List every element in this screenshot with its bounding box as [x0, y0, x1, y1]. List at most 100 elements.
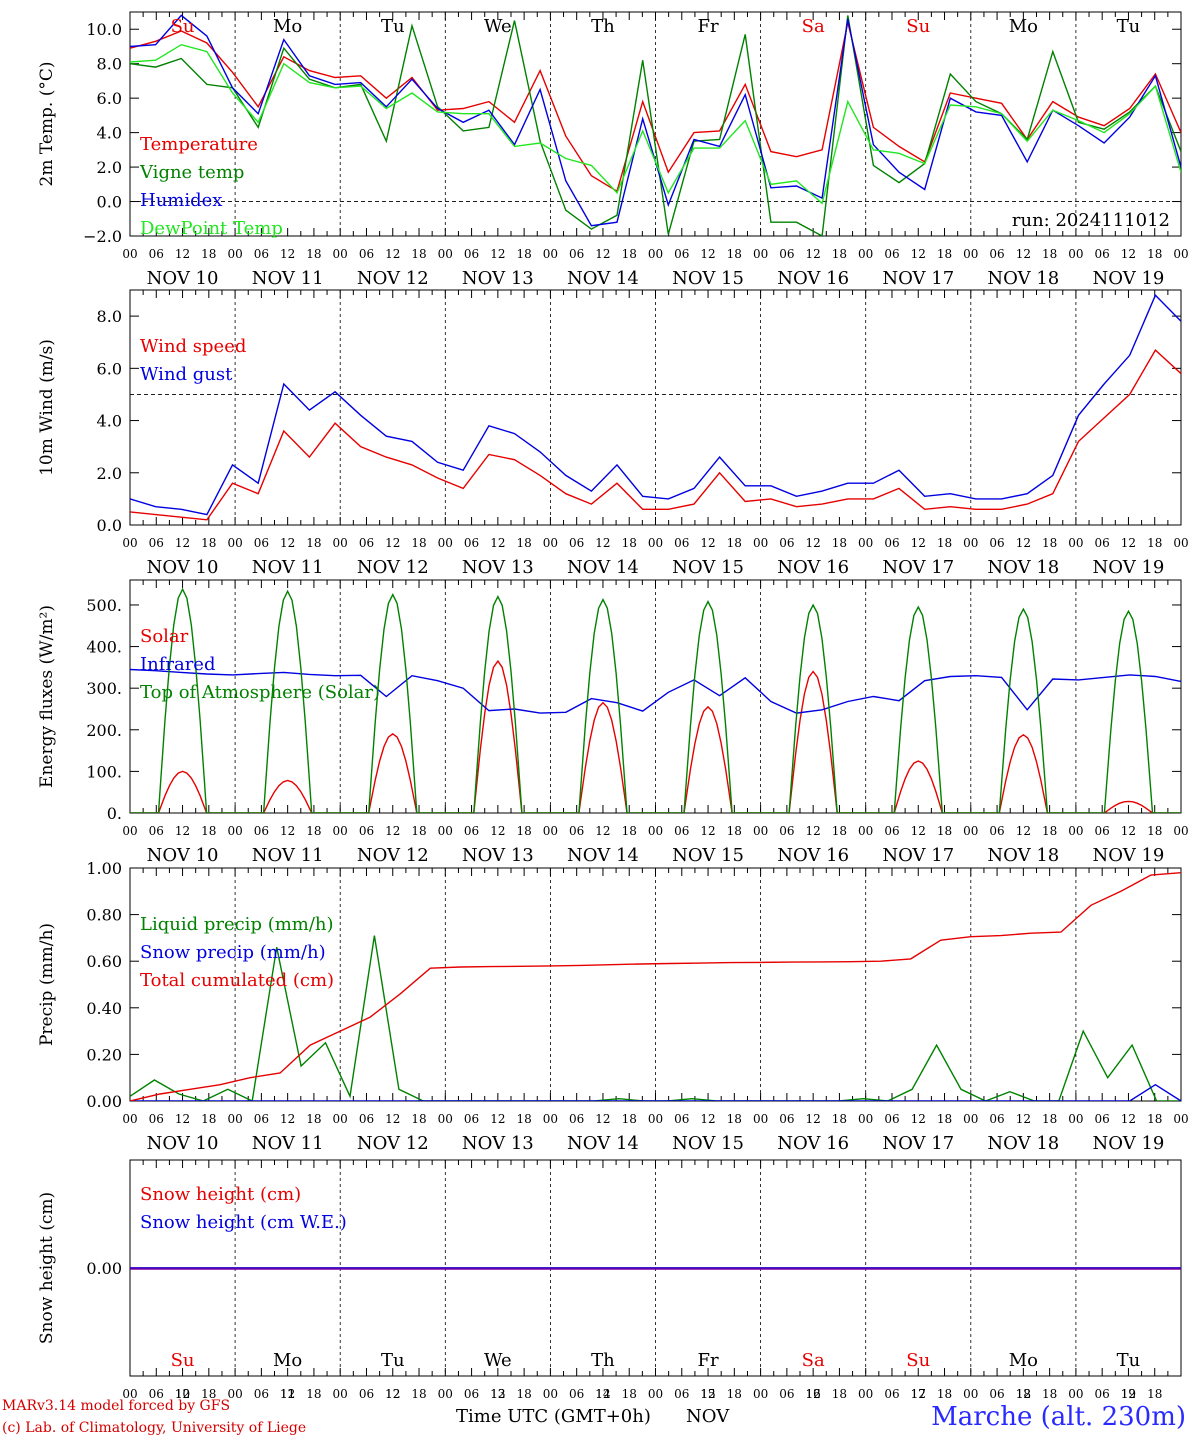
day-number: 13 — [490, 1387, 505, 1401]
x-tick-label: 18 — [411, 1387, 426, 1401]
x-tick-label: 00 — [227, 1112, 242, 1126]
x-tick-label: 06 — [464, 536, 479, 550]
x-tick-label: 06 — [359, 247, 374, 261]
y-tick-label: 400. — [86, 638, 122, 657]
x-tick-label: 06 — [1095, 824, 1110, 838]
x-tick-label: 12 — [1016, 824, 1031, 838]
y-axis-title: 10m Wind (m/s) — [37, 339, 57, 476]
x-tick-label: 18 — [516, 247, 531, 261]
x-tick-label: 06 — [674, 1112, 689, 1126]
date-label: NOV 10 — [147, 1133, 219, 1154]
day-number: 12 — [385, 1387, 400, 1401]
x-tick-label: 00 — [333, 1387, 348, 1401]
date-label: NOV 16 — [777, 1133, 849, 1154]
x-tick-label: 06 — [464, 247, 479, 261]
x-tick-label: 06 — [674, 536, 689, 550]
x-tick-label: 12 — [1016, 1387, 1031, 1401]
x-tick-label: 00 — [753, 536, 768, 550]
panel-4: 0.00 0.20 0.40 0.60 0.80 1.00 Precip (mm/h) Liq… — [37, 859, 1189, 1154]
x-tick-label: 12 — [595, 1387, 610, 1401]
x-tick-label: 12 — [385, 1387, 400, 1401]
day-number: 17 — [911, 1387, 926, 1401]
x-tick-label: 12 — [280, 536, 295, 550]
date-label: NOV 15 — [672, 845, 744, 866]
legend-entry: Humidex — [140, 190, 222, 211]
x-tick-label: 00 — [438, 824, 453, 838]
x-tick-label: 18 — [832, 247, 847, 261]
x-tick-label: 00 — [648, 824, 663, 838]
y-tick-label: 1.00 — [86, 859, 122, 878]
x-tick-label: 00 — [648, 1387, 663, 1401]
date-label: NOV 13 — [462, 845, 534, 866]
x-tick-label: 00 — [1173, 1112, 1188, 1126]
series-group — [130, 293, 1181, 521]
station-label: Marche (alt. 230m) — [931, 1402, 1186, 1432]
x-tick-label: 18 — [306, 536, 321, 550]
x-tick-label: 06 — [884, 1112, 899, 1126]
x-tick-label: 18 — [832, 536, 847, 550]
x-tick-label: 18 — [727, 1387, 742, 1401]
credit-line-1: MARv3.14 model forced by GFS — [2, 1398, 231, 1414]
day-number: 15 — [700, 1387, 715, 1401]
y-axis-title: Energy fluxes (W/m²) — [37, 605, 57, 788]
weekday-label: Su — [906, 1350, 930, 1371]
day-number: 16 — [806, 1387, 821, 1401]
x-tick-label: 06 — [779, 1387, 794, 1401]
y-tick-label: 0.20 — [86, 1045, 122, 1064]
x-tick-label: 12 — [280, 824, 295, 838]
series-line-1 — [130, 348, 1181, 521]
weekday-label: Mo — [1009, 1350, 1038, 1371]
x-tick-label: 12 — [595, 1112, 610, 1126]
x-tick-label: 00 — [438, 247, 453, 261]
x-tick-label: 18 — [937, 1387, 952, 1401]
x-tick-label: 12 — [1121, 1112, 1136, 1126]
panel-2: 0.0 2.0 4.0 6.0 8.0 10m Wind (m/s) Wind speed W… — [37, 289, 1189, 578]
y-axis-title: 2m Temp. (°C) — [37, 61, 57, 186]
x-tick-label: 06 — [359, 536, 374, 550]
x-tick-label: 18 — [727, 536, 742, 550]
y-tick-label: 2.0 — [97, 464, 122, 483]
x-tick-label: 18 — [937, 1112, 952, 1126]
x-tick-label: 12 — [911, 1112, 926, 1126]
y-tick-label: 200. — [86, 721, 122, 740]
x-tick-label: 12 — [700, 1112, 715, 1126]
x-tick-label: 06 — [674, 824, 689, 838]
x-tick-label: 12 — [385, 824, 400, 838]
x-tick-label: 00 — [963, 824, 978, 838]
date-label: NOV 19 — [1093, 1133, 1165, 1154]
y-tick-label: 0.0 — [97, 516, 122, 535]
x-tick-label: 00 — [543, 1112, 558, 1126]
date-label: NOV 13 — [462, 1133, 534, 1154]
y-tick-label: 4.0 — [97, 412, 122, 431]
x-tick-label: 00 — [1173, 247, 1188, 261]
x-tick-label: 06 — [884, 1387, 899, 1401]
x-tick-label: 18 — [516, 536, 531, 550]
x-tick-label: 06 — [674, 1387, 689, 1401]
date-label: NOV 10 — [147, 845, 219, 866]
x-tick-label: 12 — [280, 1387, 295, 1401]
time-axis-title: Time UTC (GMT+0h) — [456, 1406, 651, 1427]
x-tick-label: 06 — [569, 247, 584, 261]
x-tick-label: 12 — [595, 536, 610, 550]
x-tick-label: 12 — [700, 824, 715, 838]
y-axis-title: Snow height (cm) — [37, 1192, 57, 1344]
x-tick-label: 12 — [175, 536, 190, 550]
date-label: NOV 18 — [987, 845, 1059, 866]
x-tick-label: 12 — [490, 824, 505, 838]
y-tick-label: −2.0 — [83, 227, 122, 246]
y-tick-label: 500. — [86, 596, 122, 615]
x-tick-label: 18 — [516, 1387, 531, 1401]
y-tick-label: 6.0 — [97, 89, 122, 108]
date-label: NOV 12 — [357, 557, 429, 578]
x-tick-label: 18 — [411, 824, 426, 838]
x-tick-label: 00 — [1068, 1387, 1083, 1401]
date-label: NOV 19 — [1093, 557, 1165, 578]
y-tick-label: 300. — [86, 679, 122, 698]
x-tick-label: 18 — [1147, 1387, 1162, 1401]
legend-entry: Snow height (cm W.E.) — [140, 1212, 347, 1233]
x-tick-label: 06 — [464, 1112, 479, 1126]
y-tick-label: 8.0 — [97, 55, 122, 74]
x-tick-label: 00 — [1173, 536, 1188, 550]
series-line-3 — [130, 587, 1181, 813]
